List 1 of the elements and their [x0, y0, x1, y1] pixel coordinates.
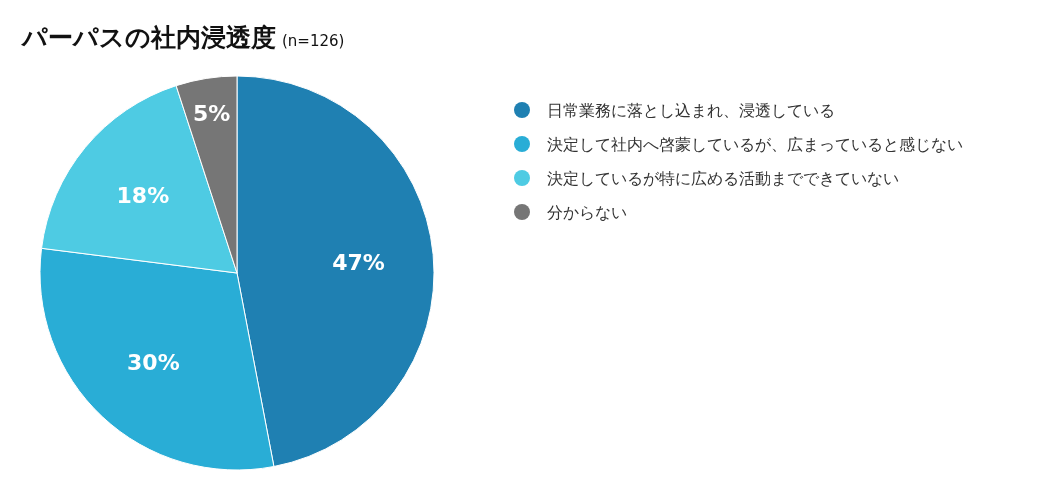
- title: パーパスの社内浸透度 (n=126): [22, 23, 345, 52]
